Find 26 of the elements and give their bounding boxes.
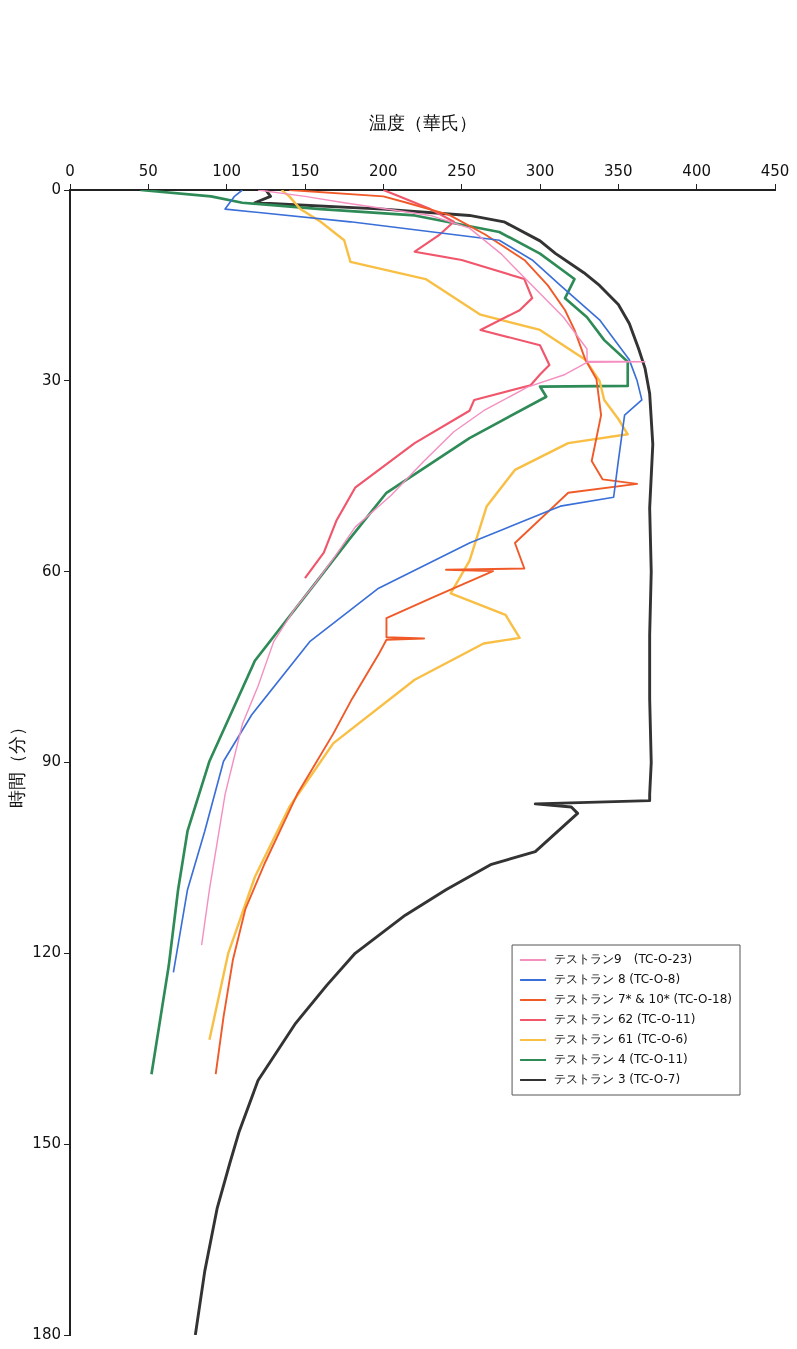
y-tick-label: 90 bbox=[41, 752, 61, 771]
y-tick-label: 180 bbox=[32, 1324, 61, 1343]
legend-label: テストラン 62 (TC-O-11) bbox=[554, 1012, 696, 1027]
x-tick-label: 350 bbox=[604, 161, 633, 180]
x-axis-title: 温度（華氏） bbox=[368, 112, 477, 134]
x-tick-label: 50 bbox=[138, 161, 158, 180]
y-axis-title: 時間（分） bbox=[6, 717, 28, 808]
x-tick-label: 100 bbox=[212, 161, 241, 180]
y-tick-label: 150 bbox=[32, 1134, 61, 1153]
y-tick-label: 30 bbox=[41, 370, 61, 389]
x-tick-label: 450 bbox=[760, 161, 790, 180]
legend-label: テストラン9 (TC-O-23) bbox=[554, 952, 693, 967]
x-tick-label: 0 bbox=[65, 161, 75, 180]
x-tick-label: 300 bbox=[525, 161, 555, 180]
x-tick-label: 400 bbox=[682, 161, 711, 180]
legend-label: テストラン 3 (TC-O-7) bbox=[554, 1072, 681, 1087]
legend-label: テストラン 4 (TC-O-11) bbox=[554, 1052, 688, 1067]
legend-label: テストラン 8 (TC-O-8) bbox=[554, 972, 681, 987]
x-tick-label: 250 bbox=[447, 161, 476, 180]
y-tick-label: 0 bbox=[51, 179, 61, 198]
legend-label: テストラン 61 (TC-O-6) bbox=[554, 1032, 688, 1047]
y-tick-label: 60 bbox=[41, 561, 61, 580]
y-tick-label: 120 bbox=[32, 943, 61, 962]
legend-label: テストラン 7* & 10* (TC-O-18) bbox=[554, 992, 733, 1007]
x-tick-label: 150 bbox=[290, 161, 320, 180]
x-tick-label: 200 bbox=[369, 161, 398, 180]
